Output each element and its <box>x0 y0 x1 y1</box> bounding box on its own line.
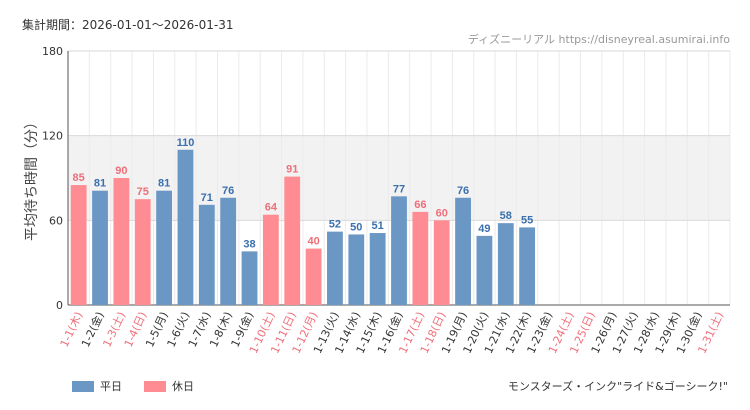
bar <box>156 190 172 305</box>
bar-value-label: 110 <box>177 137 195 149</box>
bar <box>369 233 386 305</box>
bar <box>455 197 471 305</box>
bar <box>476 235 493 305</box>
bar-value-label: 51 <box>372 220 384 232</box>
bar <box>177 149 194 305</box>
legend-label-holiday: 休日 <box>172 380 194 393</box>
bar <box>134 199 151 305</box>
legend-label-weekday: 平日 <box>100 380 122 393</box>
bar <box>262 214 279 305</box>
legend: 平日 休日 <box>72 378 194 394</box>
bar <box>327 231 343 305</box>
legend-swatch-holiday <box>144 380 166 392</box>
bar <box>348 234 365 305</box>
y-tick-label: 0 <box>56 299 63 312</box>
bar <box>220 197 237 305</box>
bar <box>497 223 514 305</box>
period-label: 集計期間：2026-01-01〜2026-01-31 <box>22 18 234 32</box>
legend-swatch-weekday <box>72 380 94 392</box>
bar <box>241 251 258 305</box>
source-label: ディズニーリアル https://disneyreal.asumirai.inf… <box>467 33 730 46</box>
bar-value-label: 49 <box>478 223 490 235</box>
bar <box>92 190 108 305</box>
attraction-title: モンスターズ・インク"ライド&ゴーシーク!" <box>507 380 728 393</box>
y-tick-label: 180 <box>42 45 63 58</box>
bar-value-label: 66 <box>414 199 426 211</box>
bar-value-label: 85 <box>73 172 85 184</box>
bar <box>433 220 450 305</box>
bar-value-label: 75 <box>137 186 149 198</box>
bar <box>198 204 215 305</box>
bar <box>305 248 322 305</box>
bar <box>284 176 301 305</box>
bar <box>391 196 407 305</box>
bar-value-label: 60 <box>436 207 448 219</box>
bar-value-label: 55 <box>521 214 533 226</box>
bar-value-label: 90 <box>115 165 127 177</box>
legend-item-holiday[interactable]: 休日 <box>144 378 194 394</box>
bar-value-label: 81 <box>94 178 106 190</box>
bar-value-label: 91 <box>286 164 298 176</box>
bar-value-label: 52 <box>329 219 341 231</box>
bar <box>70 185 87 305</box>
bar-value-label: 81 <box>158 178 170 190</box>
bar-value-label: 76 <box>457 185 469 197</box>
bar-value-label: 71 <box>201 192 213 204</box>
y-axis-title: 平均待ち時間（分） <box>24 115 40 241</box>
bar-value-label: 50 <box>350 221 362 233</box>
y-tick-label: 120 <box>42 130 63 143</box>
bar-value-label: 64 <box>265 202 278 214</box>
legend-item-weekday[interactable]: 平日 <box>72 378 122 394</box>
bar-value-label: 40 <box>307 236 319 248</box>
bar <box>113 178 130 305</box>
bar <box>412 211 429 305</box>
y-tick-label: 60 <box>49 214 63 227</box>
bar-value-label: 76 <box>222 185 234 197</box>
bar <box>519 227 536 305</box>
bar-value-label: 77 <box>393 183 405 195</box>
bar-value-label: 58 <box>500 210 512 222</box>
bar-value-label: 38 <box>243 238 255 250</box>
